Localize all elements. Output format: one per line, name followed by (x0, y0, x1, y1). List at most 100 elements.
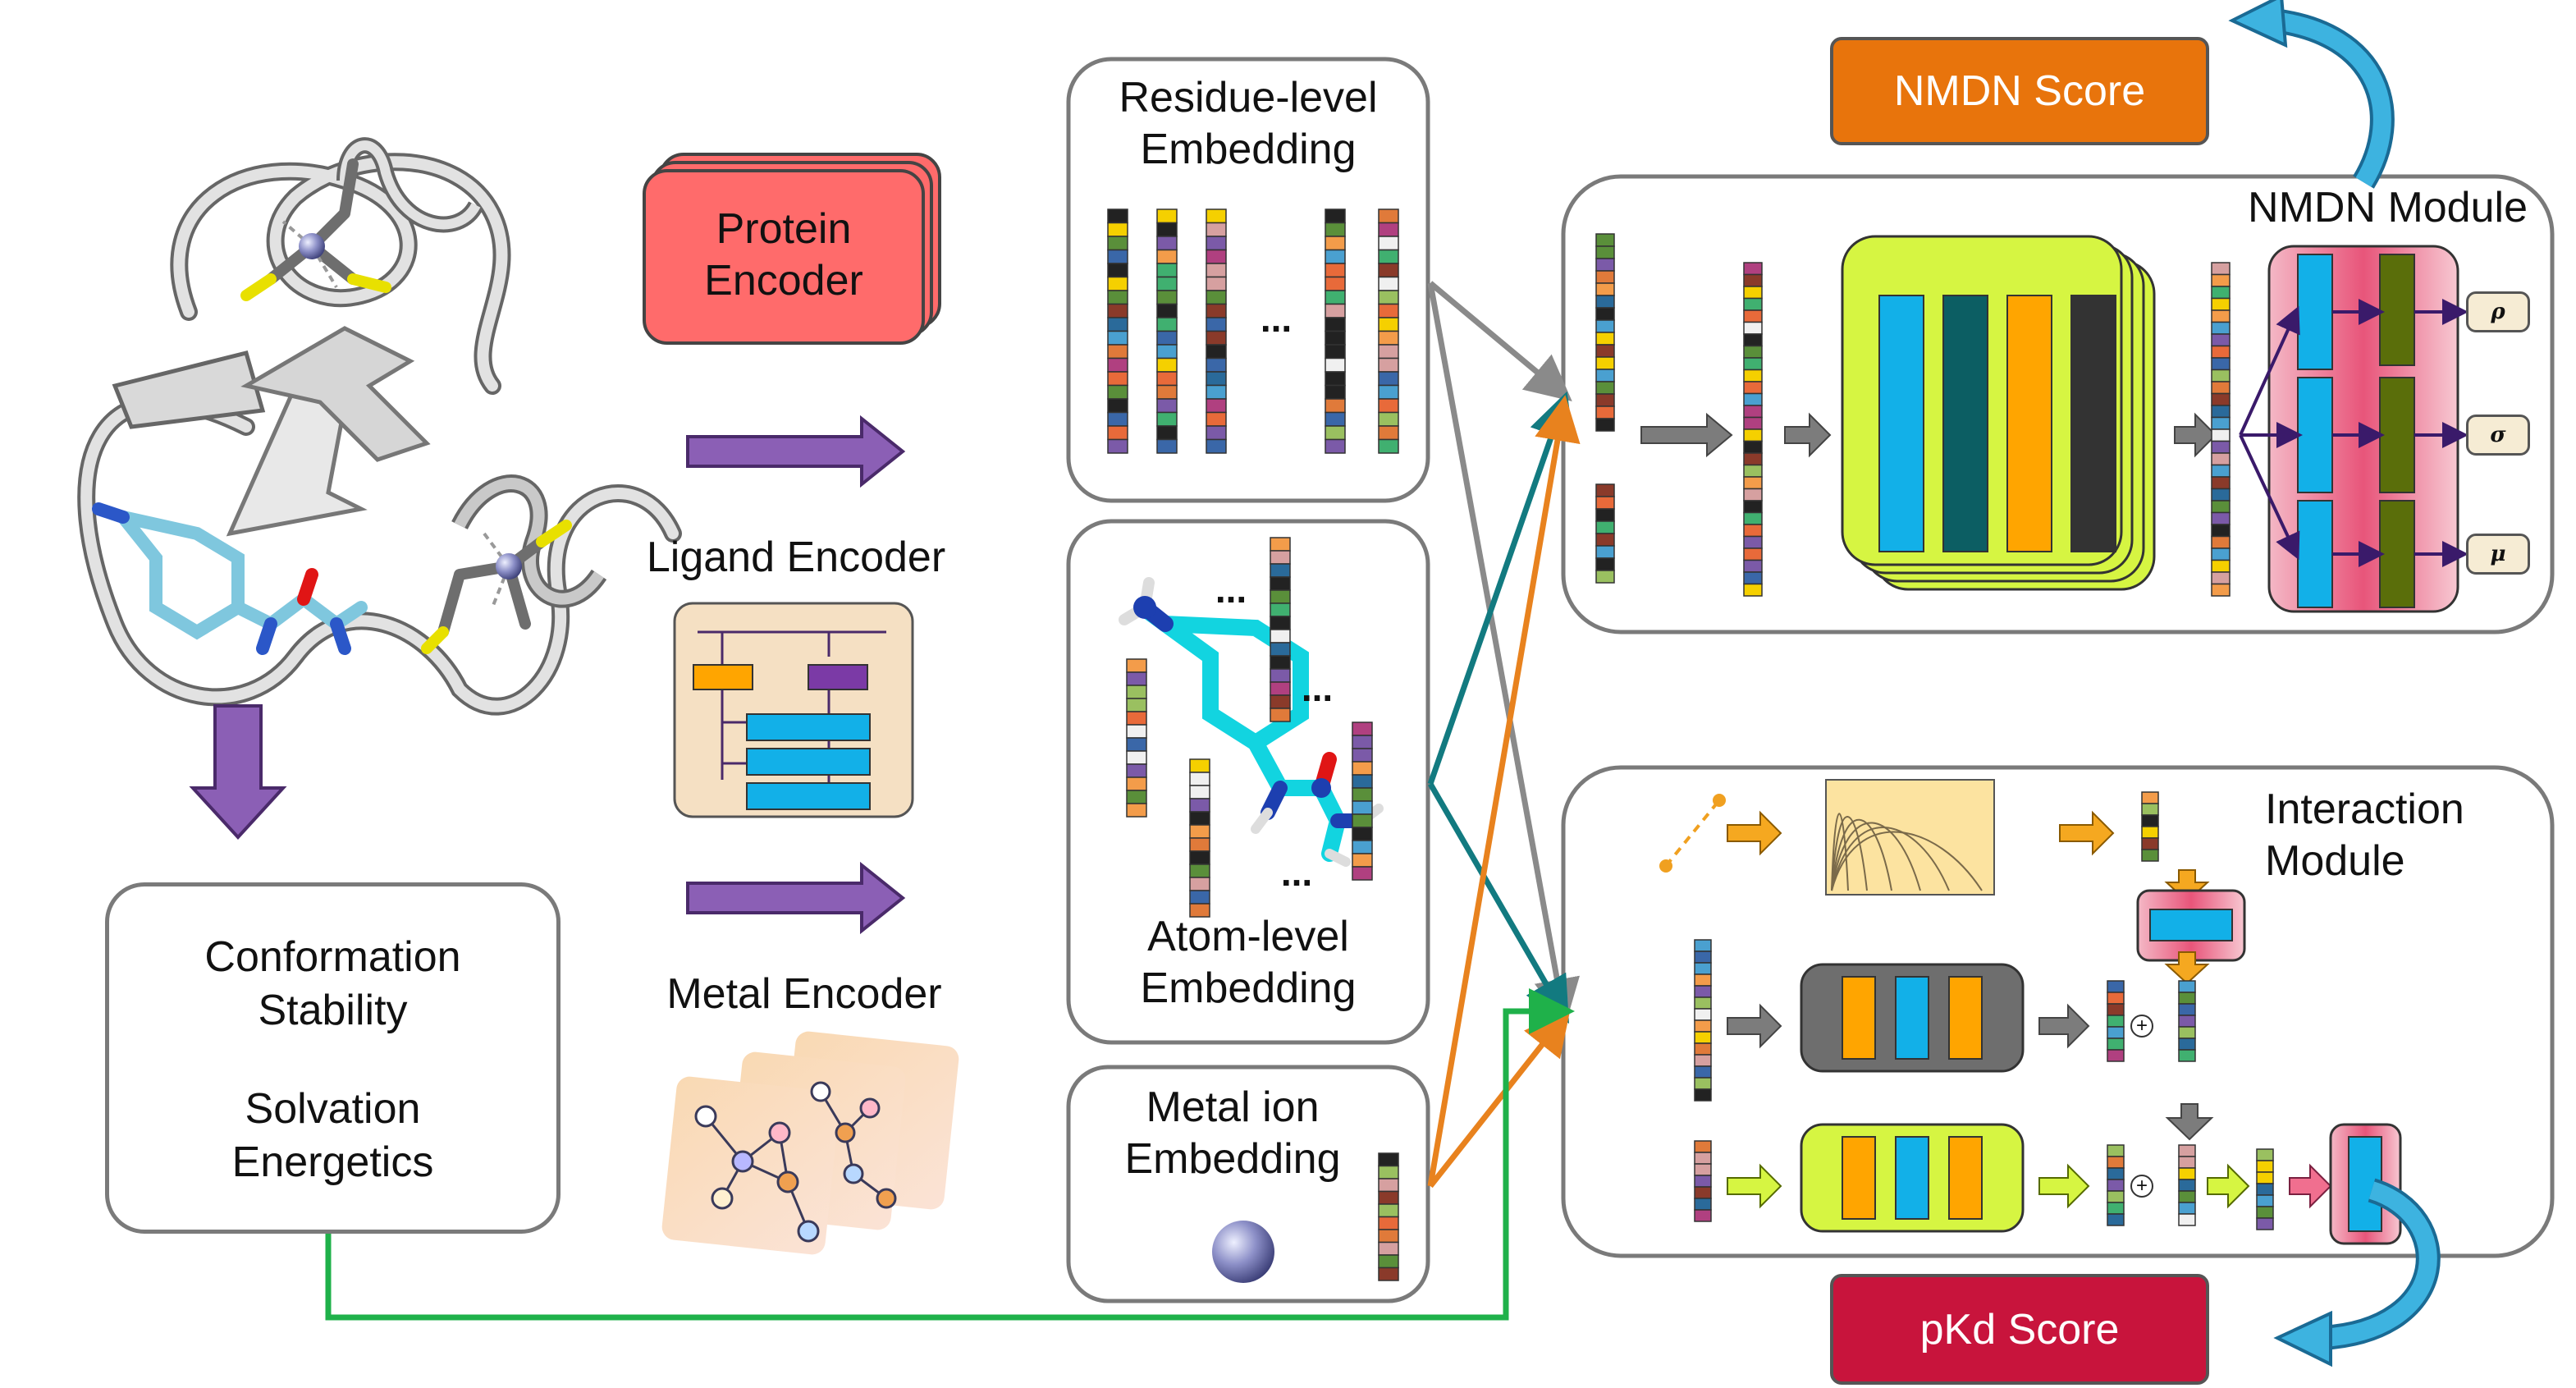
embedding-cell (1694, 939, 1712, 952)
embedding-cell (1325, 208, 1346, 224)
embedding-cell (2141, 837, 2159, 850)
embedding-cell (2256, 1183, 2274, 1196)
embedding-cell (1270, 589, 1291, 604)
embedding-cell (1126, 711, 1147, 726)
embedding-cell (1325, 263, 1346, 278)
embedding-cell (1325, 371, 1346, 387)
atom-embedding-vectors (1126, 537, 1373, 918)
embedding-cell (2211, 440, 2231, 454)
embedding-cell (1325, 357, 1346, 373)
embedding-cell (1378, 249, 1399, 264)
embedding-cell (2211, 392, 2231, 406)
embedding-cell (2178, 1144, 2196, 1157)
embedding-cell (1352, 787, 1373, 802)
protein-structure-illustration (77, 137, 682, 716)
embedding-cell (1595, 508, 1615, 522)
embedding-cell (1378, 357, 1399, 373)
embedding-cell (1206, 344, 1227, 360)
embedding-cell (1126, 658, 1147, 673)
embedding-cell (1743, 297, 1763, 311)
embedding-cell (1325, 290, 1346, 305)
embedding-cell (2211, 547, 2231, 561)
embedding-cell (1595, 381, 1615, 395)
embedding-cell (1694, 951, 1712, 964)
embedding-cell (1743, 345, 1763, 359)
embedding-cell (1270, 642, 1291, 657)
embedding-cell (1156, 276, 1178, 291)
embedding-cell (1743, 416, 1763, 430)
ligand-encoder-label: Ligand Encoder (646, 534, 946, 581)
embedding-cell (1595, 369, 1615, 383)
embedding-cell (1694, 1175, 1712, 1188)
embedding-cell (1595, 295, 1615, 309)
embedding-cell (2107, 1213, 2125, 1226)
embedding-cell (1378, 1254, 1399, 1269)
nmdn-module-internals (1640, 235, 2468, 613)
metal-encoder-label: Metal Encoder (666, 970, 942, 1018)
embedding-cell (2211, 381, 2231, 395)
embedding-cell (1156, 263, 1178, 278)
embedding-cell (1378, 1241, 1399, 1256)
feature-solvation: Solvation (245, 1085, 421, 1133)
embedding-cell (1694, 1140, 1712, 1153)
embedding-cell (1270, 616, 1291, 630)
embedding-cell (1743, 524, 1763, 538)
embedding-cell (1694, 1008, 1712, 1021)
embedding-cell (1595, 405, 1615, 419)
embedding-cell (2178, 1015, 2196, 1028)
embedding-cell (2211, 369, 2231, 383)
embedding-cell (2211, 297, 2231, 311)
embedding-cell (1206, 330, 1227, 346)
embedding-cell (1126, 698, 1147, 712)
embedding-cell (1325, 438, 1346, 454)
nmdn-score-box: NMDN Score (1830, 37, 2209, 145)
embedding-cell (1126, 724, 1147, 739)
embedding-cell (1378, 1203, 1399, 1218)
embedding-cell (2107, 1144, 2125, 1157)
embedding-cell (2107, 980, 2125, 993)
embedding-cell (1189, 863, 1210, 878)
embedding-cell (1743, 440, 1763, 454)
embedding-cell (1595, 270, 1615, 284)
features-box (105, 882, 560, 1234)
embedding-cell (2211, 262, 2231, 276)
embedding-cell (2141, 814, 2159, 827)
embedding-cell (1325, 249, 1346, 264)
embedding-cell (2107, 1038, 2125, 1051)
embedding-cell (1206, 317, 1227, 332)
embedding-cell (1156, 208, 1178, 224)
embedding-cell (1270, 550, 1291, 565)
embedding-cell (1325, 398, 1346, 414)
embedding-cell (1595, 533, 1615, 547)
embedding-cell (1694, 1088, 1712, 1102)
embedding-cell (1694, 1077, 1712, 1090)
embedding-cell (1378, 208, 1399, 224)
embedding-cell (1595, 332, 1615, 346)
embedding-cell (2107, 1003, 2125, 1016)
protein-encoder-stack (643, 153, 941, 345)
embedding-cell (1156, 398, 1178, 414)
encoder-arrow-bottom (686, 861, 906, 935)
embedding-cell (1378, 290, 1399, 305)
embedding-cell (1595, 483, 1615, 497)
embedding-cell (1156, 330, 1178, 346)
embedding-cell (2107, 1202, 2125, 1215)
embedding-cell (1352, 721, 1373, 736)
embedding-cell (1206, 276, 1227, 291)
metal-ion-sphere (1212, 1221, 1274, 1283)
embedding-cell (2107, 1026, 2125, 1039)
embedding-cell (1694, 1209, 1712, 1222)
embedding-cell (1189, 758, 1210, 773)
embedding-cell (2107, 1049, 2125, 1062)
embedding-cell (1378, 425, 1399, 441)
embedding-cell (1107, 398, 1128, 414)
embedding-cell (1206, 222, 1227, 237)
embedding-cell (1107, 357, 1128, 373)
embedding-cell (2211, 524, 2231, 538)
embedding-cell (1126, 803, 1147, 818)
embedding-cell (1126, 790, 1147, 804)
embedding-cell (1189, 772, 1210, 786)
embedding-cell (1126, 671, 1147, 686)
embedding-cell (1595, 319, 1615, 333)
embedding-cell (1743, 381, 1763, 395)
